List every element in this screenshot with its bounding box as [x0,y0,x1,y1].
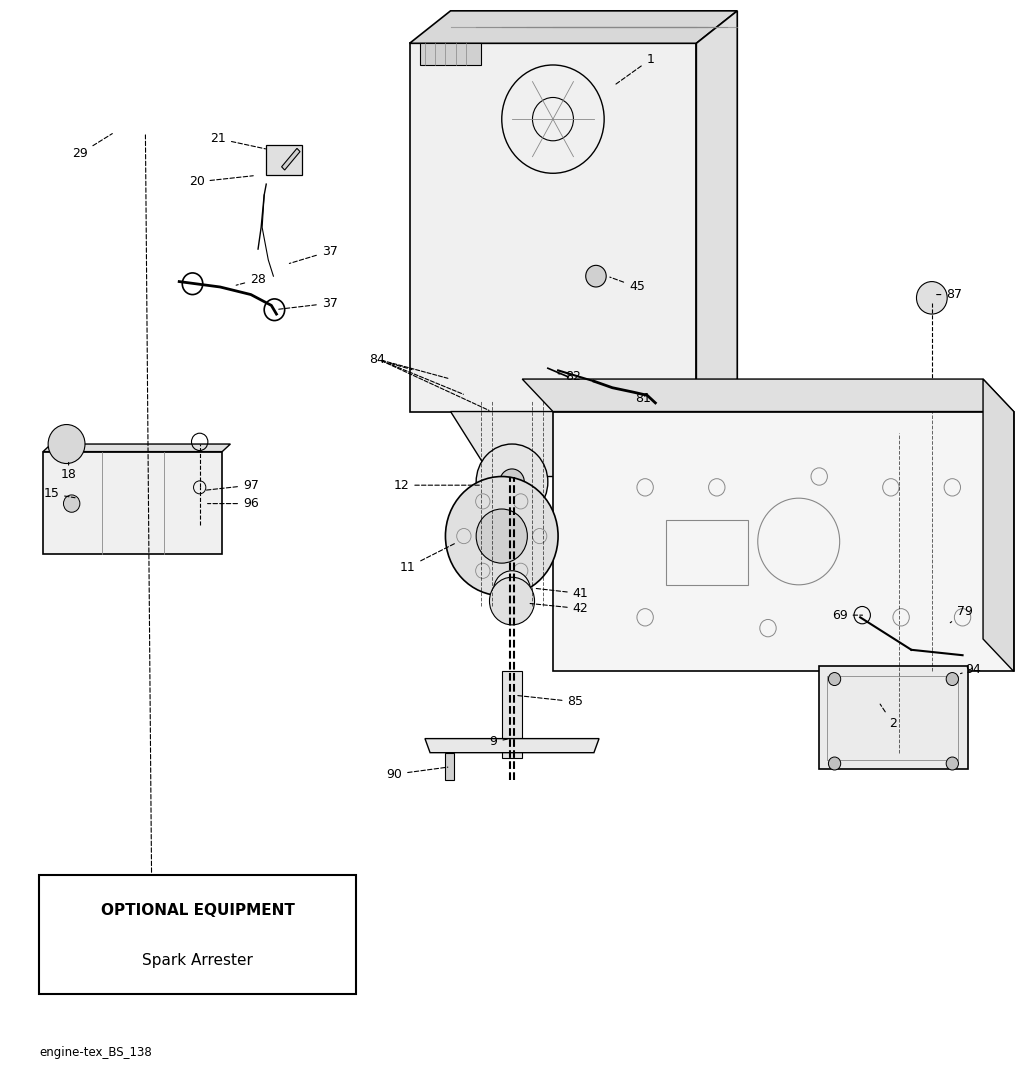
Text: 96: 96 [208,497,259,510]
Text: 15: 15 [43,487,75,500]
Circle shape [500,469,524,495]
Polygon shape [553,412,1014,671]
Text: 18: 18 [60,462,77,481]
Polygon shape [43,444,230,452]
Text: 84: 84 [369,353,412,369]
Text: 45: 45 [610,277,645,293]
Text: 42: 42 [530,602,589,615]
Text: 21: 21 [210,132,265,148]
Polygon shape [425,739,599,753]
Text: 41: 41 [536,587,589,600]
Text: 37: 37 [290,245,338,263]
Polygon shape [696,11,737,412]
Circle shape [476,444,548,520]
Text: 29: 29 [72,133,113,160]
Bar [39,875,356,994]
Circle shape [445,477,558,596]
Text: 79: 79 [950,605,973,623]
Circle shape [63,495,80,512]
Circle shape [489,577,535,625]
Polygon shape [983,379,1014,671]
Text: 20: 20 [188,175,253,188]
Circle shape [828,673,841,686]
Bar [502,671,522,758]
Text: 28: 28 [237,273,266,286]
Text: 9: 9 [489,735,507,748]
Circle shape [828,757,841,770]
Polygon shape [451,412,655,477]
Text: 85: 85 [518,695,584,708]
Text: 97: 97 [205,479,259,492]
Text: 11: 11 [399,543,457,574]
Circle shape [48,425,85,464]
Circle shape [494,571,530,610]
Bar [827,676,958,760]
Text: Spark Arrester: Spark Arrester [142,953,253,968]
Text: 94: 94 [961,663,981,676]
Circle shape [916,282,947,314]
Polygon shape [410,11,737,43]
Text: 82: 82 [558,370,582,383]
Text: 12: 12 [393,479,480,492]
Bar [43,452,222,554]
Text: 1: 1 [614,53,654,86]
Text: 90: 90 [386,767,447,781]
Text: 2: 2 [880,704,897,730]
Text: 81: 81 [635,392,651,405]
Circle shape [586,265,606,287]
Text: 87: 87 [937,288,963,301]
Polygon shape [410,43,696,412]
Polygon shape [282,148,300,170]
Bar [666,520,748,585]
Bar [445,753,454,780]
Circle shape [476,509,527,563]
Bar [420,43,481,65]
Text: OPTIONAL EQUIPMENT: OPTIONAL EQUIPMENT [100,903,295,918]
Polygon shape [522,379,1014,412]
Text: 69: 69 [831,609,862,622]
Text: engine-tex_BS_138: engine-tex_BS_138 [39,1046,152,1059]
Text: 37: 37 [278,297,338,310]
Circle shape [946,757,958,770]
Circle shape [946,673,958,686]
Bar [266,145,302,175]
Bar [819,666,968,769]
